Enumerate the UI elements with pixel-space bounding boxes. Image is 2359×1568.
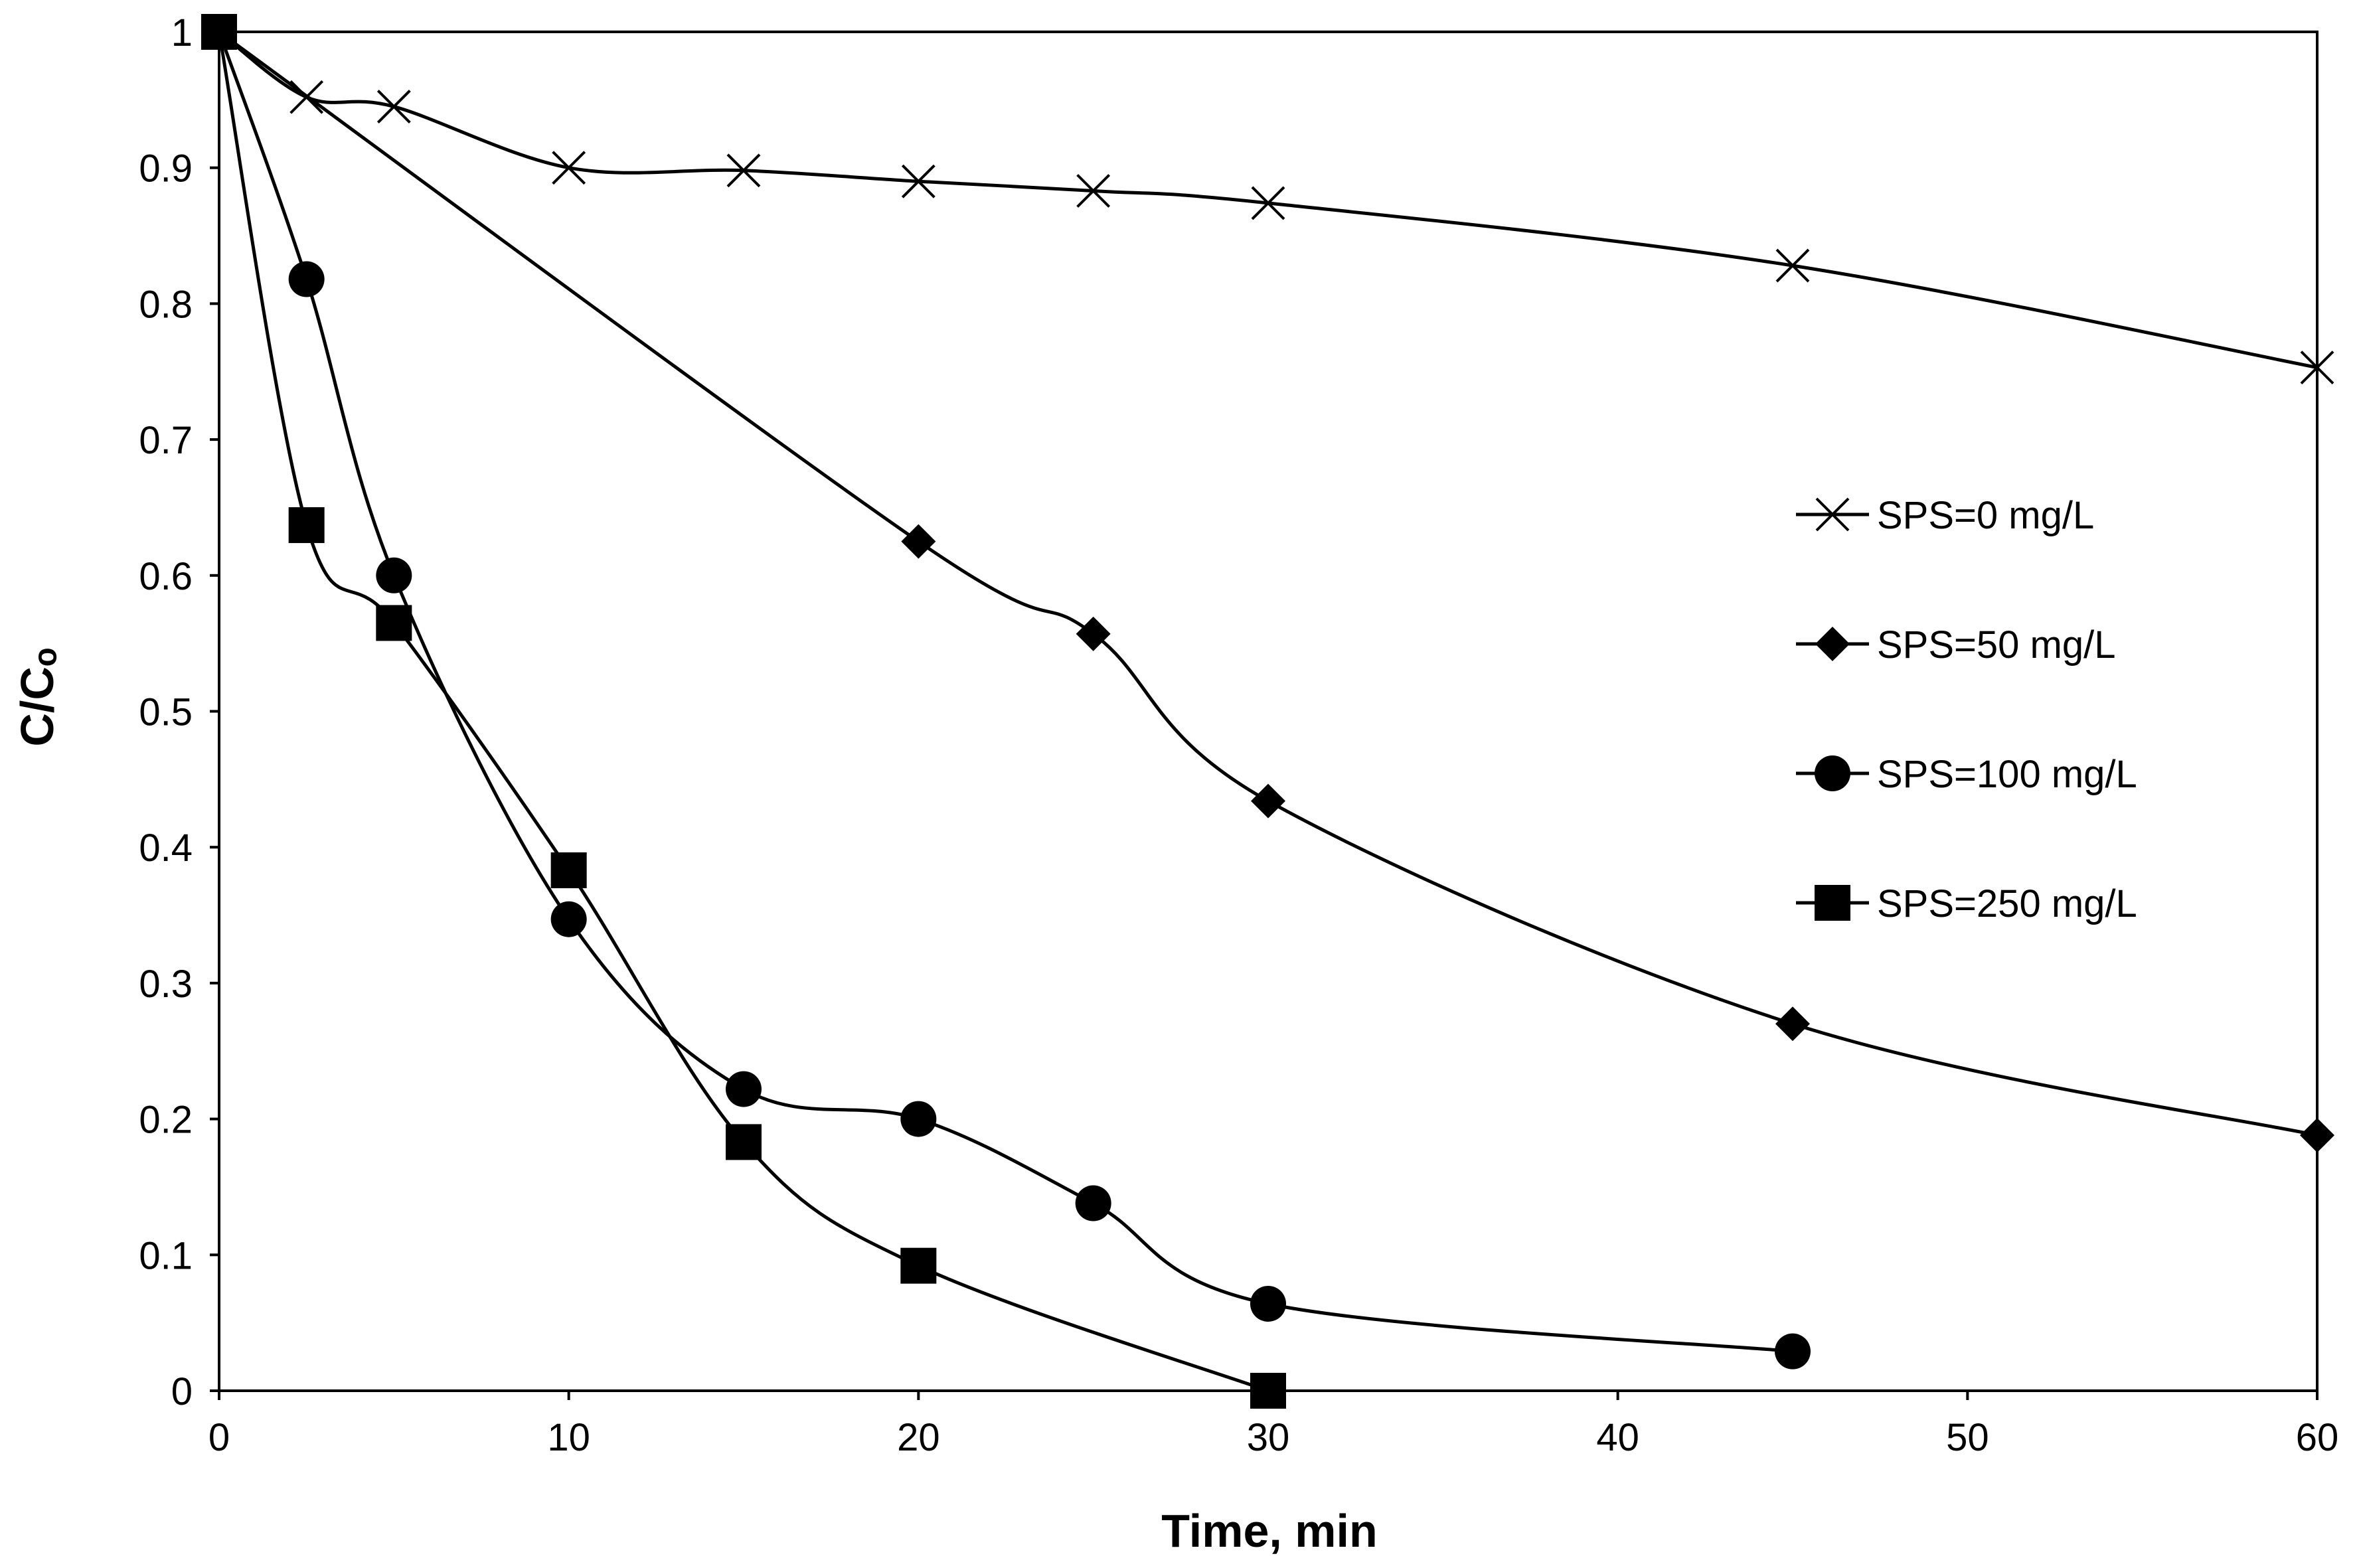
legend-label: SPS=0 mg/L <box>1877 494 2094 537</box>
series-sps-250-mg-l <box>201 14 1286 1409</box>
plot-area-frame <box>218 31 2318 1392</box>
data-point-circle <box>726 1071 762 1107</box>
x-axis-title: Time, min <box>1161 1505 1377 1557</box>
legend-item-sps-0-mg-l: SPS=0 mg/L <box>1796 494 2094 537</box>
data-point-x-stroke <box>901 164 935 198</box>
data-point-x-stroke <box>726 153 761 188</box>
series-sps-100-mg-l <box>201 14 1811 1370</box>
data-point-square <box>900 1247 937 1284</box>
x-tick-label: 0 <box>208 1416 230 1459</box>
data-point-x-stroke <box>1076 174 1111 208</box>
data-point-x <box>1076 174 1111 208</box>
legend-marker-square <box>1815 885 1850 921</box>
x-tick-label: 30 <box>1247 1416 1290 1459</box>
x-tick-label: 60 <box>2296 1416 2339 1459</box>
data-point-x-stroke <box>552 151 586 185</box>
data-point-x <box>726 153 761 188</box>
series-line-sps-50-mg-l <box>217 30 2319 1137</box>
x-tick-label: 10 <box>547 1416 590 1459</box>
y-tick-label: 0.8 <box>139 283 193 326</box>
data-point-diamond <box>901 524 936 559</box>
data-point-diamond <box>1251 783 1285 819</box>
data-point-x-stroke <box>1775 248 1810 283</box>
y-tick-label: 0.5 <box>139 691 193 734</box>
data-point-x <box>1251 186 1285 220</box>
y-tick-label: 0.2 <box>139 1099 193 1142</box>
data-point-diamond <box>1076 616 1111 651</box>
data-point-x-stroke <box>1251 186 1285 220</box>
y-tick-label: 0.6 <box>139 555 193 598</box>
legend-marker-diamond <box>1815 627 1850 661</box>
legend-label: SPS=100 mg/L <box>1877 753 2137 796</box>
data-point-circle <box>1775 1333 1811 1370</box>
legend-marker-x <box>1815 497 1850 532</box>
data-point-circle <box>376 557 412 593</box>
y-tick-label: 0 <box>171 1370 193 1413</box>
legend-item-sps-100-mg-l: SPS=100 mg/L <box>1796 753 2137 796</box>
data-point-x <box>2300 351 2334 385</box>
legend-label: SPS=50 mg/L <box>1877 623 2116 666</box>
legend-item-sps-250-mg-l: SPS=250 mg/L <box>1796 882 2137 925</box>
data-point-square <box>201 14 237 50</box>
data-point-x <box>1775 248 1810 283</box>
x-tick-label: 40 <box>1596 1416 1639 1459</box>
legend-marker-circle <box>1815 755 1850 791</box>
data-point-circle <box>900 1101 937 1137</box>
y-axis-title: C/Cₒ <box>11 647 63 746</box>
data-point-square <box>1250 1373 1286 1409</box>
y-tick-label: 0.3 <box>139 963 193 1006</box>
data-point-x <box>376 90 411 123</box>
y-tick-label: 0.4 <box>139 826 193 870</box>
x-tick-label: 20 <box>897 1416 940 1459</box>
y-tick-label: 0.7 <box>139 419 193 462</box>
data-point-square <box>376 605 412 641</box>
legend-marker-x-stroke <box>1815 497 1850 532</box>
y-tick-label: 1 <box>171 11 193 54</box>
data-point-diamond <box>1775 1006 1810 1042</box>
data-point-square <box>550 852 587 888</box>
data-point-circle <box>1250 1285 1286 1322</box>
data-point-x-stroke <box>2300 351 2334 385</box>
data-point-circle <box>550 901 587 937</box>
y-tick-label: 0.9 <box>139 147 193 191</box>
data-point-x-stroke <box>376 90 411 123</box>
legend-label: SPS=250 mg/L <box>1877 882 2137 925</box>
data-point-square <box>726 1124 762 1160</box>
legend-item-sps-50-mg-l: SPS=50 mg/L <box>1796 623 2116 666</box>
data-point-circle <box>1075 1185 1111 1221</box>
data-point-x <box>552 151 586 185</box>
data-point-square <box>288 507 325 544</box>
data-point-diamond <box>2300 1118 2334 1153</box>
data-point-x <box>901 164 935 198</box>
data-point-circle <box>288 261 325 297</box>
x-tick-label: 50 <box>1946 1416 1989 1459</box>
y-tick-label: 0.1 <box>139 1234 193 1277</box>
series-sps-0-mg-l <box>202 15 2334 385</box>
